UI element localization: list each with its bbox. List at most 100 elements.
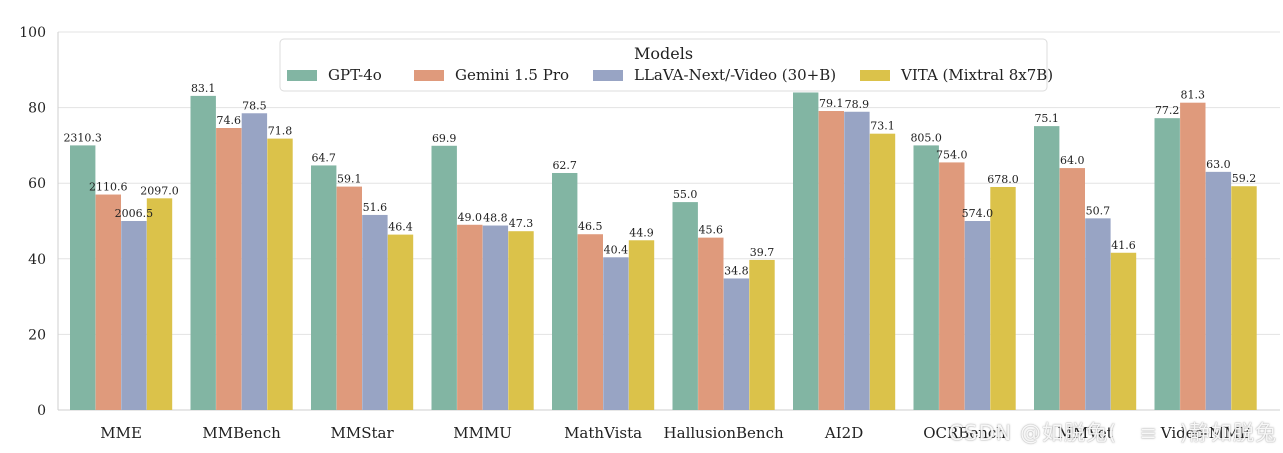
x-tick-label: Video-MME	[1160, 424, 1251, 442]
bar	[913, 145, 939, 410]
bar-value-label: 44.9	[629, 226, 654, 239]
bar	[387, 234, 414, 410]
x-tick-label: AI2D	[824, 424, 863, 442]
bar-value-label: 71.8	[268, 125, 293, 138]
bar	[698, 237, 724, 410]
legend-label: GPT-4o	[328, 66, 382, 84]
bar	[964, 221, 991, 410]
bar-value-label: 81.3	[1181, 89, 1206, 102]
bar-value-label: 64.0	[1060, 154, 1085, 167]
bar	[95, 194, 121, 410]
bar-value-label: 2097.0	[140, 184, 179, 197]
bar	[1034, 126, 1060, 410]
bar-value-label: 2310.3	[63, 131, 102, 144]
bar	[457, 224, 483, 410]
bar	[577, 234, 603, 410]
legend-label: LLaVA-Next/-Video (30+B)	[634, 66, 836, 84]
bar-value-label: 63.0	[1206, 158, 1231, 171]
bar-value-label: 77.2	[1155, 104, 1180, 117]
x-tick-label: MME	[100, 424, 142, 442]
bar	[818, 111, 844, 410]
y-tick-label: 20	[28, 327, 46, 343]
bar	[431, 145, 457, 410]
bar-value-label: 78.5	[242, 99, 267, 112]
bar	[311, 165, 337, 410]
y-tick-label: 40	[28, 252, 46, 268]
bar-value-label: 59.1	[337, 173, 362, 186]
bar	[190, 95, 216, 410]
bars	[70, 92, 1257, 411]
bar-value-label: 51.6	[363, 201, 388, 214]
x-tick-label: MMStar	[331, 424, 395, 442]
bar-value-label: 74.6	[217, 114, 242, 127]
y-axis-tick-labels: 0 20 40 60 80 100	[19, 25, 46, 419]
bar	[1231, 186, 1257, 410]
bar	[672, 202, 698, 410]
legend-swatch	[414, 70, 444, 81]
bar	[552, 172, 578, 410]
bar	[336, 186, 362, 410]
bar-value-label: 83.1	[191, 82, 216, 95]
bar-value-label: 46.5	[578, 220, 603, 233]
legend-frame	[279, 38, 1048, 92]
x-tick-label: MathVista	[564, 424, 642, 442]
bar	[628, 240, 655, 410]
bar	[70, 145, 96, 410]
bar	[939, 162, 965, 410]
legend-swatch	[593, 70, 623, 81]
bar-value-labels: 2310.3 2110.6 2006.5 2097.0 83.1 74.678.571.8…	[63, 82, 1256, 278]
bar-value-label: 73.1	[870, 120, 895, 133]
legend-title: Models	[634, 44, 693, 63]
x-tick-label: MMBench	[202, 424, 281, 442]
bar	[241, 113, 268, 411]
bar	[869, 133, 896, 410]
bar-value-label: 49.0	[458, 211, 483, 224]
bar	[508, 231, 534, 410]
bar-value-label: 78.9	[845, 98, 870, 111]
bar	[603, 257, 629, 410]
bar	[1205, 171, 1232, 410]
bar-value-label: 79.1	[819, 97, 844, 110]
bar	[793, 92, 819, 410]
bar-value-label: 64.7	[311, 151, 336, 164]
bar-value-label: 805.0	[910, 131, 942, 144]
y-tick-label: 80	[28, 101, 46, 117]
legend: Models GPT-4o Gemini 1.5 Pro LLaVA-Next/-Vi…	[279, 38, 1053, 92]
bar-value-label: 50.7	[1086, 204, 1111, 217]
bar	[216, 128, 242, 410]
bar-value-label: 47.3	[509, 217, 534, 230]
bar	[267, 138, 293, 410]
y-tick-label: 60	[28, 176, 46, 192]
bar	[482, 225, 509, 410]
bar	[121, 221, 147, 410]
bar-value-label: 2006.5	[115, 207, 154, 220]
x-tick-label: OCRBench	[923, 424, 1006, 442]
x-tick-label: HallusionBench	[664, 424, 784, 442]
bar-value-label: 754.0	[936, 148, 968, 161]
x-axis-tick-labels: MME MMBench MMStar MMMU MathVista HallusionBe…	[100, 424, 1250, 442]
bar-value-label: 2110.6	[89, 181, 128, 194]
y-tick-label: 0	[37, 403, 46, 419]
legend-swatch	[287, 70, 317, 81]
bar	[749, 259, 775, 410]
bar	[362, 214, 388, 410]
legend-label: VITA (Mixtral 8x7B)	[900, 66, 1053, 84]
bar	[146, 198, 173, 410]
bar-value-label: 62.7	[552, 159, 577, 172]
legend-swatch	[860, 70, 890, 81]
bar	[1110, 252, 1137, 410]
bar-value-label: 678.0	[987, 173, 1019, 186]
x-tick-label: MMVet	[1058, 424, 1113, 442]
bar-value-label: 574.0	[962, 207, 994, 220]
bar-value-label: 39.7	[750, 246, 775, 259]
bar-value-label: 55.0	[673, 188, 698, 201]
bar	[844, 111, 870, 411]
bar-value-label: 75.1	[1034, 112, 1059, 125]
bar-value-label: 45.6	[699, 224, 724, 237]
bar-value-label: 40.4	[604, 243, 629, 256]
bar-value-label: 69.9	[432, 132, 457, 145]
bar-value-label: 59.2	[1232, 172, 1257, 185]
bar-value-label: 48.8	[483, 212, 508, 225]
legend-label: Gemini 1.5 Pro	[455, 66, 569, 84]
bar-value-label: 34.8	[724, 264, 749, 277]
